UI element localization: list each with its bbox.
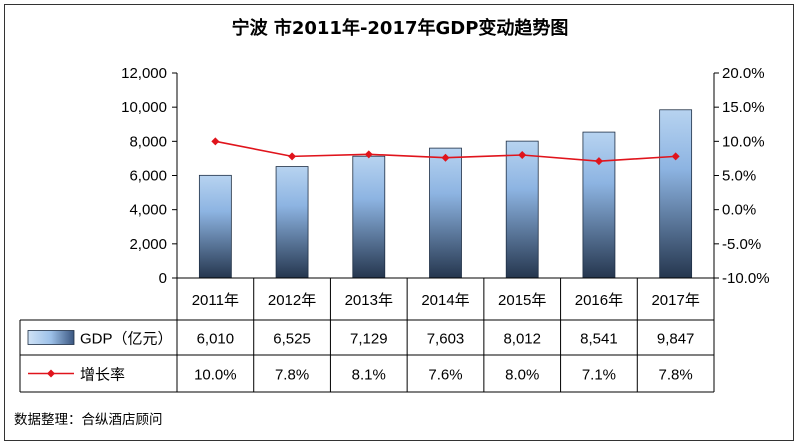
left-axis-tick-label: 8,000 <box>129 133 167 150</box>
bar-gdp <box>275 166 309 279</box>
right-axis-tick-label: -5.0% <box>722 236 761 253</box>
growth-rate-value-label: 8.0% <box>505 367 539 384</box>
right-axis-tick-label: 0.0% <box>722 202 756 219</box>
left-axis-tick-label: 6,000 <box>129 168 167 185</box>
growth-rate-value-label: 8.1% <box>352 367 386 384</box>
growth-rate-point <box>211 137 220 146</box>
gdp-value-label: 6,010 <box>197 331 235 348</box>
growth-rate-point <box>288 152 297 161</box>
growth-rate-point <box>441 153 450 162</box>
category-label: 2015年 <box>498 292 546 309</box>
growth-rate-value-label: 10.0% <box>194 367 237 384</box>
right-axis-tick-label: 5.0% <box>722 168 756 185</box>
growth-rate-point <box>518 151 527 159</box>
legend-label-gdp: GDP（亿元） <box>80 331 173 348</box>
category-label: 2017年 <box>651 292 699 309</box>
growth-rate-value-label: 7.8% <box>659 367 693 384</box>
legend-key-growth-marker <box>47 369 55 378</box>
bar-gdp <box>505 140 539 279</box>
growth-rate-point <box>671 152 680 161</box>
gdp-value-label: 8,541 <box>580 331 618 348</box>
legend-label-growth: 增长率 <box>80 367 125 384</box>
category-label: 2012年 <box>268 292 316 309</box>
source-note: 数据整理：合纵酒店顾问 <box>14 412 163 428</box>
category-label: 2014年 <box>421 292 469 309</box>
gdp-value-label: 6,525 <box>273 331 311 348</box>
right-axis-tick-label: 10.0% <box>722 133 765 150</box>
category-label: 2013年 <box>345 292 393 309</box>
gdp-value-label: 7,129 <box>350 331 388 348</box>
left-axis-tick-label: 12,000 <box>121 65 167 82</box>
growth-rate-point <box>594 157 603 166</box>
growth-rate-value-label: 7.6% <box>428 367 462 384</box>
left-axis-tick-label: 10,000 <box>121 99 167 116</box>
left-axis-tick-label: 4,000 <box>129 202 167 219</box>
bar-gdp <box>582 131 616 279</box>
left-axis-tick-label: 2,000 <box>129 236 167 253</box>
bar-gdp <box>198 174 232 279</box>
growth-rate-value-label: 7.1% <box>582 367 616 384</box>
gdp-value-label: 8,012 <box>503 331 541 348</box>
category-label: 2011年 <box>192 292 239 309</box>
growth-rate-value-label: 7.8% <box>275 367 309 384</box>
category-label: 2016年 <box>575 292 623 309</box>
bar-gdp <box>659 109 693 279</box>
bar-gdp <box>429 147 462 279</box>
legend-key-gdp <box>27 330 75 345</box>
left-axis-tick-label: 0 <box>159 270 167 287</box>
gdp-value-label: 7,603 <box>427 331 465 348</box>
growth-rate-point <box>364 150 373 159</box>
chart-title: 宁波 市2011年-2017年GDP变动趋势图 <box>232 17 569 39</box>
gdp-value-label: 9,847 <box>657 331 695 348</box>
bar-gdp <box>352 155 386 279</box>
right-axis-tick-label: 20.0% <box>722 65 765 82</box>
right-axis-tick-label: -10.0% <box>722 270 770 287</box>
right-axis-tick-label: 15.0% <box>722 99 765 116</box>
